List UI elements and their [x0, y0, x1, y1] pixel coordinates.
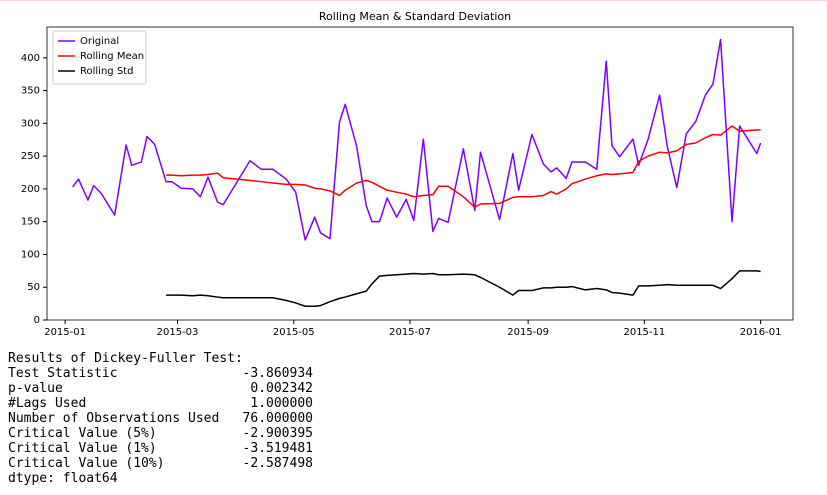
stat-value: -2.587498 — [242, 456, 313, 471]
output-row: Critical Value (10%) -2.587498 — [0, 456, 330, 471]
output-heading: Results of Dickey-Fuller Test: — [0, 351, 330, 366]
legend-label: Rolling Mean — [80, 51, 144, 62]
x-tick-label: 2015-11 — [623, 327, 665, 338]
stat-label: Critical Value (1%) — [8, 441, 157, 456]
y-tick-label: 300 — [21, 118, 40, 129]
y-tick-label: 100 — [21, 249, 40, 260]
legend: Original Rolling Mean Rolling Std — [52, 30, 147, 85]
output-row: p-value 0.002342 — [0, 381, 330, 396]
stat-label: #Lags Used — [8, 396, 87, 411]
stat-value: -3.860934 — [242, 366, 313, 381]
x-tick-label: 2015-07 — [389, 327, 431, 338]
stat-value: 76.000000 — [242, 411, 313, 426]
cell-border — [0, 0, 827, 1]
y-tick-label: 0 — [34, 315, 40, 326]
text-output: Results of Dickey-Fuller Test: Test Stat… — [0, 351, 330, 486]
stat-value: -2.900395 — [242, 426, 313, 441]
y-tick-label: 350 — [21, 86, 40, 97]
y-tick-label: 200 — [21, 184, 40, 195]
series-line — [72, 38, 762, 241]
legend-label: Rolling Std — [80, 66, 133, 77]
stat-label: Number of Observations Used — [8, 411, 220, 426]
y-tick-label: 150 — [21, 217, 40, 228]
chart-title: Rolling Mean & Standard Deviation — [319, 10, 511, 23]
output-row: Test Statistic -3.860934 — [0, 366, 330, 381]
series-line — [166, 125, 761, 209]
y-tick-label: 50 — [27, 282, 40, 293]
stat-value: 1.000000 — [250, 396, 313, 411]
x-tick-label: 2015-01 — [44, 327, 86, 338]
output-row: Critical Value (5%) -2.900395 — [0, 426, 330, 441]
x-tick-label: 2015-03 — [157, 327, 199, 338]
stat-value: -3.519481 — [242, 441, 313, 456]
plot-frame — [46, 26, 794, 321]
legend-label: Original — [80, 36, 119, 47]
legend-box — [52, 30, 147, 85]
output-row: Number of Observations Used 76.000000 — [0, 411, 330, 426]
x-tick-label: 2015-09 — [507, 327, 549, 338]
chart: Rolling Mean & Standard Deviation 0 50 100… — [0, 0, 827, 338]
stat-label: Critical Value (10%) — [8, 456, 165, 471]
stat-label: Test Statistic — [8, 366, 118, 381]
x-tick-label: 2016-01 — [740, 327, 782, 338]
series-line — [166, 270, 761, 307]
stat-label: Critical Value (5%) — [8, 426, 157, 441]
output-row: Critical Value (1%) -3.519481 — [0, 441, 330, 456]
output-row: dtype: float64 — [0, 471, 330, 486]
stat-label: p-value — [8, 381, 63, 396]
x-tick-label: 2015-05 — [273, 327, 315, 338]
heading: Results of Dickey-Fuller Test: — [8, 351, 243, 366]
stat-value: 0.002342 — [250, 381, 313, 396]
dtype: dtype: float64 — [8, 471, 118, 486]
y-tick-label: 400 — [21, 53, 40, 64]
y-tick-label: 250 — [21, 151, 40, 162]
output-row: #Lags Used 1.000000 — [0, 396, 330, 411]
